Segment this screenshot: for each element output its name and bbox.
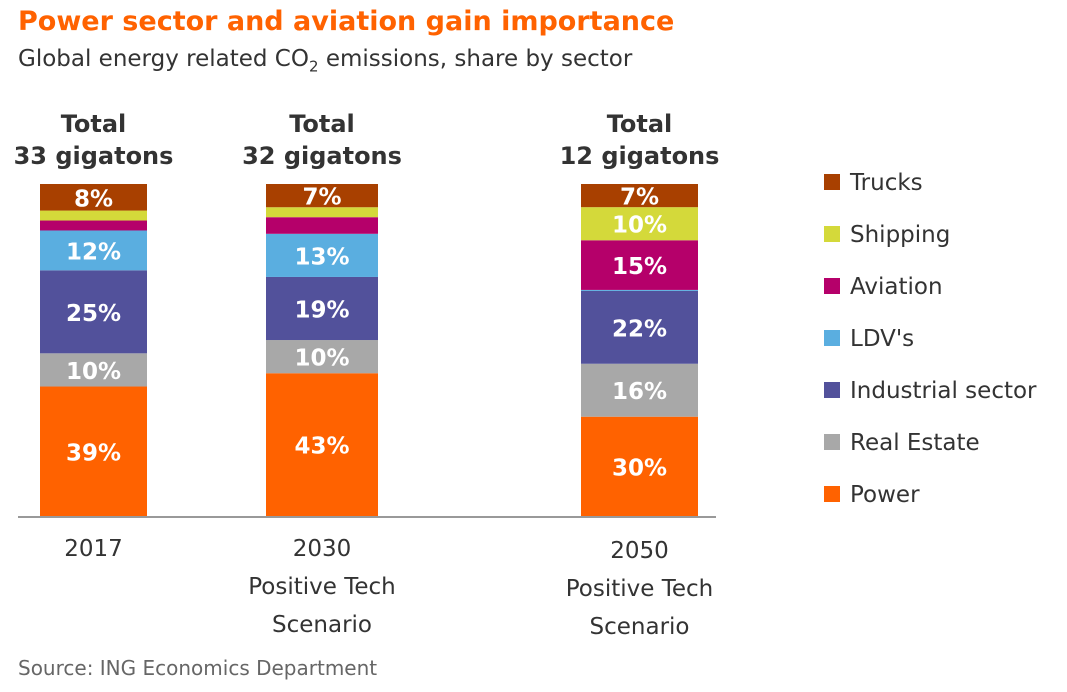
category-label: Positive Tech	[248, 574, 396, 600]
legend-swatch	[824, 277, 840, 294]
data-label: 16%	[612, 379, 667, 405]
bar-segment	[581, 240, 698, 290]
chart-title: Power sector and aviation gain importanc…	[18, 6, 675, 37]
data-label: 12%	[66, 239, 121, 265]
total-label: Total	[61, 110, 127, 138]
legend-label: Aviation	[850, 274, 943, 300]
bar-segment	[40, 353, 147, 387]
legend-label: LDV's	[850, 326, 915, 352]
bar-segment	[266, 233, 378, 277]
legend-label: Real Estate	[850, 430, 980, 456]
bar-segment	[40, 386, 147, 516]
bar-segment	[40, 220, 147, 231]
source-note: Source: ING Economics Department	[18, 656, 378, 680]
legend-item: Aviation	[824, 274, 943, 300]
data-label: 15%	[612, 254, 667, 280]
category-label: Scenario	[272, 612, 372, 638]
bar-segment	[581, 363, 698, 417]
data-label: 25%	[66, 301, 121, 327]
data-label: 10%	[66, 359, 121, 385]
data-label: 7%	[620, 185, 659, 211]
total-label: Total	[289, 110, 355, 138]
data-label: 19%	[294, 298, 349, 324]
bar-segment	[266, 217, 378, 234]
bar-segment	[581, 416, 698, 516]
data-label: 22%	[612, 316, 667, 342]
data-label: 8%	[74, 186, 113, 212]
subtitle-subscript: 2	[308, 57, 319, 76]
bar-segment	[266, 373, 378, 516]
bar-segment	[581, 289, 698, 291]
legend-item: LDV's	[824, 326, 914, 352]
legend-item: Shipping	[824, 222, 950, 248]
legend-swatch	[824, 381, 840, 398]
bar-segment	[266, 276, 378, 341]
data-label: 39%	[66, 440, 121, 466]
legend-label: Industrial sector	[850, 378, 1037, 404]
bar-segment	[581, 207, 698, 241]
data-label: 30%	[612, 455, 667, 481]
total-label: 32 gigatons	[242, 142, 402, 170]
bar-segment	[40, 270, 147, 354]
legend-label: Trucks	[850, 170, 923, 196]
category-label: Scenario	[590, 614, 690, 640]
subtitle-rest: emissions, share by sector	[318, 46, 633, 72]
category-label: 2030	[293, 536, 352, 562]
bar-segment	[266, 207, 378, 218]
bar-segment	[581, 290, 698, 364]
chart-subtitle: Global energy related CO2 emissions, sha…	[18, 46, 632, 76]
category-label: 2050	[610, 538, 669, 564]
total-label: 12 gigatons	[560, 142, 720, 170]
data-label: 7%	[302, 185, 341, 211]
category-label: 2017	[64, 536, 123, 562]
bar-segment	[40, 184, 147, 211]
bar-segment	[581, 184, 698, 208]
legend-item: Industrial sector	[824, 378, 1037, 404]
legend-label: Power	[850, 482, 920, 508]
subtitle-main: Global energy related CO	[18, 46, 309, 72]
legend-swatch	[824, 173, 840, 190]
data-label: 13%	[294, 244, 349, 270]
legend-swatch	[824, 329, 840, 346]
category-label: Positive Tech	[566, 576, 714, 602]
data-label: 43%	[294, 434, 349, 460]
legend-swatch	[824, 433, 840, 450]
legend-swatch	[824, 225, 840, 242]
bar-segment	[266, 184, 378, 208]
bar-segment	[40, 210, 147, 221]
legend-item: Real Estate	[824, 430, 980, 456]
bar-segment	[266, 340, 378, 374]
legend-item: Power	[824, 482, 920, 508]
total-label: Total	[607, 110, 673, 138]
bar-segment	[40, 230, 147, 271]
data-label: 10%	[612, 213, 667, 239]
legend-swatch	[824, 485, 840, 502]
data-label: 10%	[294, 346, 349, 372]
total-label: 33 gigatons	[14, 142, 174, 170]
legend-item: Trucks	[824, 170, 923, 196]
legend-label: Shipping	[850, 222, 951, 248]
